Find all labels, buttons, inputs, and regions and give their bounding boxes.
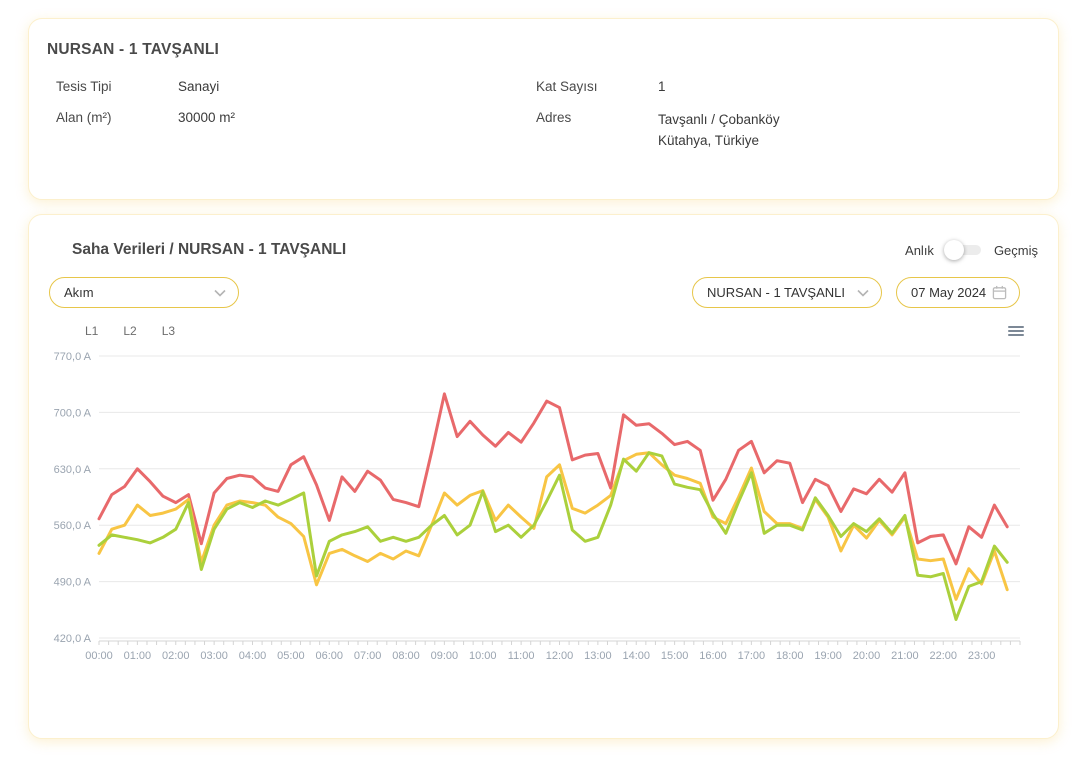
y-tick-label: 420,0 A (54, 633, 92, 645)
x-tick-label: 01:00 (124, 650, 152, 662)
legend-item-L2[interactable]: L2 (123, 324, 137, 338)
series-line-L3 (97, 451, 1009, 621)
x-tick-label: 12:00 (546, 650, 574, 662)
chart-legend: L1 L2 L3 (85, 324, 175, 338)
y-tick-label: 770,0 A (54, 351, 92, 363)
x-tick-label: 20:00 (853, 650, 881, 662)
field-data-card: Saha Verileri / NURSAN - 1 TAVŞANLI Anlı… (28, 214, 1059, 739)
field-value-tesis-tipi: Sanayi (178, 79, 220, 94)
x-tick-label: 04:00 (239, 650, 267, 662)
date-picker-value: 07 May 2024 (911, 285, 987, 300)
x-tick-label: 07:00 (354, 650, 382, 662)
toggle-knob[interactable] (943, 240, 964, 260)
facility-select[interactable]: NURSAN - 1 TAVŞANLI (692, 277, 882, 308)
field-value-adres: Tavşanlı / Çobanköy Kütahya, Türkiye (658, 110, 1034, 152)
x-tick-label: 22:00 (929, 650, 957, 662)
field-value-kat-sayisi: 1 (658, 79, 666, 94)
chevron-down-icon (857, 289, 869, 297)
x-tick-label: 17:00 (738, 650, 766, 662)
series-line-L1 (97, 392, 1009, 566)
legend-item-L1[interactable]: L1 (85, 324, 99, 338)
toggle-label-anlik: Anlık (905, 242, 934, 258)
x-tick-label: 15:00 (661, 650, 689, 662)
x-tick-label: 19:00 (814, 650, 842, 662)
x-tick-label: 10:00 (469, 650, 497, 662)
hamburger-icon[interactable] (1008, 324, 1024, 338)
x-tick-label: 14:00 (622, 650, 650, 662)
chart-area: 420,0 A 490,0 A 560,0 A 630,0 A 700,0 A 770,0… (49, 342, 1038, 683)
toggle-label-gecmis: Geçmiş (993, 242, 1038, 258)
address-line-2: Kütahya, Türkiye (658, 132, 760, 148)
field-value-alan: 30000 m² (178, 110, 236, 125)
x-tick-label: 08:00 (392, 650, 420, 662)
x-tick-label: 06:00 (315, 650, 343, 662)
field-label-kat-sayisi: Kat Sayısı (536, 79, 598, 94)
mode-toggle-group: Anlık Geçmiş (905, 240, 1038, 260)
facility-card: NURSAN - 1 TAVŞANLI Tesis Tipi Sanayi Ka… (28, 18, 1059, 200)
y-tick-label: 490,0 A (54, 577, 92, 589)
metric-select-value: Akım (64, 285, 94, 300)
data-card-title: Saha Verileri / NURSAN - 1 TAVŞANLI (72, 241, 347, 258)
calendar-icon (992, 285, 1007, 300)
y-tick-label: 630,0 A (54, 464, 92, 476)
x-tick-label: 02:00 (162, 650, 190, 662)
x-tick-label: 18:00 (776, 650, 804, 662)
x-tick-label: 00:00 (85, 650, 113, 662)
field-label-adres: Adres (536, 110, 572, 125)
address-line-1: Tavşanlı / Çobanköy (658, 112, 780, 127)
metric-select[interactable]: Akım (49, 277, 239, 308)
series-line-L2 (97, 451, 1009, 601)
facility-info-grid: Tesis Tipi Sanayi Kat Sayısı 1 Alan (m²)… (47, 79, 1034, 152)
facility-card-title: NURSAN - 1 TAVŞANLI (47, 41, 220, 58)
x-tick-label: 23:00 (968, 650, 996, 662)
x-tick-label: 11:00 (508, 650, 535, 662)
x-tick-label: 13:00 (584, 650, 612, 662)
x-tick-label: 21:00 (891, 650, 919, 662)
realtime-history-toggle[interactable] (943, 240, 984, 260)
y-tick-label: 700,0 A (54, 407, 92, 419)
x-tick-label: 03:00 (200, 650, 228, 662)
date-picker[interactable]: 07 May 2024 (896, 277, 1020, 308)
line-chart: 420,0 A 490,0 A 560,0 A 630,0 A 700,0 A 770,0… (54, 351, 1021, 662)
field-label-alan: Alan (m²) (56, 110, 112, 125)
field-label-tesis-tipi: Tesis Tipi (56, 79, 112, 94)
legend-item-L3[interactable]: L3 (161, 324, 176, 338)
x-tick-label: 09:00 (431, 650, 459, 662)
y-tick-label: 560,0 A (54, 520, 92, 532)
x-tick-label: 16:00 (699, 650, 727, 662)
chevron-down-icon (214, 289, 226, 297)
page: NURSAN - 1 TAVŞANLI Tesis Tipi Sanayi Ka… (28, 18, 1059, 739)
facility-select-value: NURSAN - 1 TAVŞANLI (707, 285, 845, 300)
x-tick-label: 05:00 (277, 650, 305, 662)
toggle-track (946, 245, 981, 255)
